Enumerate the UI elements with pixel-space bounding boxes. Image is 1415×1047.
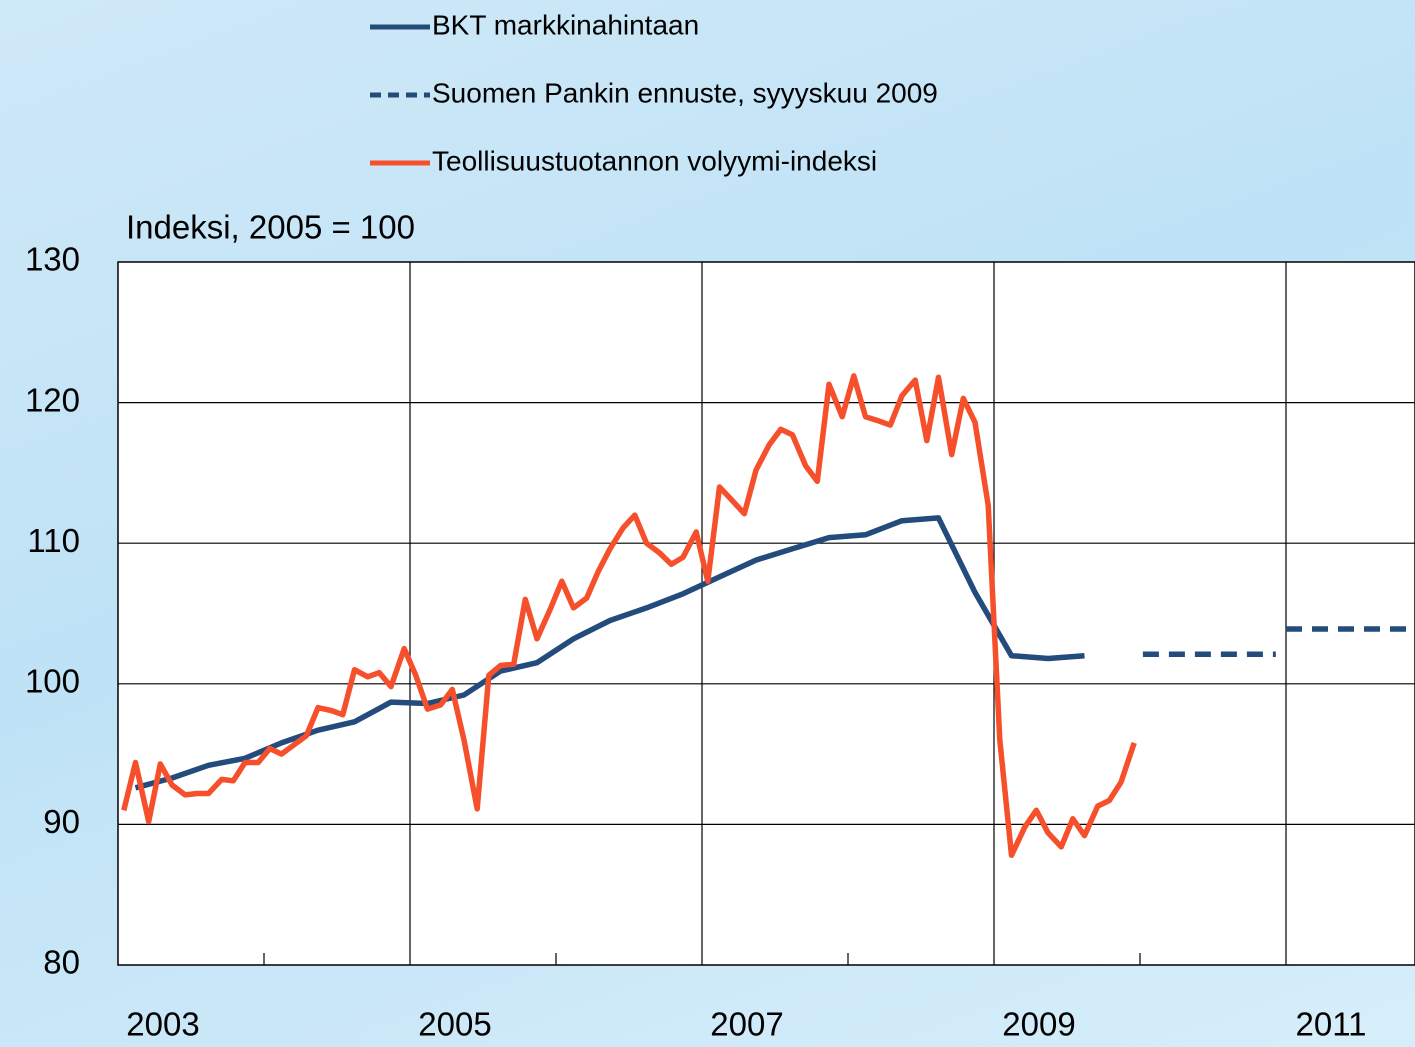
y-tick-label: 80 [43, 944, 80, 981]
y-tick-label: 130 [25, 241, 80, 278]
y-axis-title: Indeksi, 2005 = 100 [126, 209, 415, 246]
y-tick-label: 120 [25, 381, 80, 418]
x-tick-label: 2003 [126, 1006, 199, 1043]
legend-label: BKT markkinahintaan [432, 9, 699, 40]
x-tick-label: 2009 [1002, 1006, 1075, 1043]
x-tick-label: 2011 [1296, 1006, 1367, 1043]
x-tick-label: 2007 [710, 1006, 783, 1043]
legend-label: Teollisuustuotannon volyymi-indeksi [432, 145, 877, 176]
x-tick-label: 2005 [418, 1006, 491, 1043]
y-tick-label: 110 [27, 522, 80, 559]
plot-area [117, 261, 1415, 966]
legend-label: Suomen Pankin ennuste, syyyskuu 2009 [432, 77, 938, 108]
y-tick-label: 90 [43, 803, 80, 840]
y-tick-label: 100 [25, 663, 80, 700]
series-line [134, 515, 1085, 791]
series-line [121, 373, 1137, 859]
